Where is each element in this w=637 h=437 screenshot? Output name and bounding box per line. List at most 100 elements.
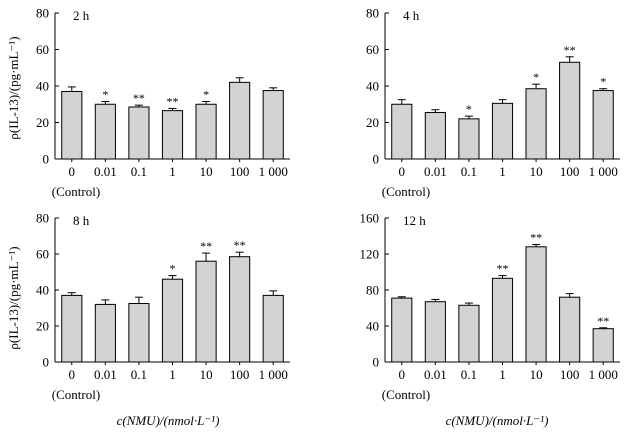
bar: [491, 102, 514, 160]
y-tick-label: 0: [43, 355, 50, 370]
bar: [229, 256, 251, 363]
x-tick-label: 0.01: [424, 164, 447, 179]
x-tick-label: 1 000: [259, 164, 288, 179]
significance-label: **: [597, 314, 609, 328]
bar: [262, 90, 284, 160]
bar: [592, 328, 614, 363]
x-tick-label: 10: [530, 164, 543, 179]
panel-title: 2 h: [73, 8, 90, 23]
x-tick-label: 10: [200, 164, 213, 179]
significance-label: *: [203, 88, 209, 102]
significance-label: **: [564, 43, 576, 57]
y-tick-label: 60: [36, 42, 49, 57]
significance-label: *: [466, 102, 472, 116]
bar: [128, 303, 150, 363]
x-axis-label-left: c(NMU)/(nmol·L⁻¹): [117, 413, 220, 428]
y-tick-label: 40: [36, 79, 49, 94]
bar: [525, 88, 547, 160]
x-tick-label: 1 000: [259, 367, 288, 382]
bar: [128, 106, 150, 160]
bar: [229, 81, 251, 160]
control-label: (Control): [382, 387, 430, 402]
y-tick-label: 0: [373, 355, 380, 370]
x-tick-label: 0.01: [424, 367, 447, 382]
y-tick-label: 160: [360, 211, 380, 226]
y-tick-label: 40: [36, 283, 49, 298]
x-tick-label: 1: [499, 367, 506, 382]
y-tick-label: 0: [43, 152, 50, 167]
x-tick-label: 1: [169, 164, 176, 179]
x-tick-label: 100: [560, 367, 580, 382]
bar: [161, 110, 184, 160]
y-tick-label: 40: [366, 79, 379, 94]
x-tick-label: 1: [169, 367, 176, 382]
chart-panel: 0 20 40 60 80 2 h 0 * 0.01 ** 0.1 ** 1 * 10 100 1 000 (Co…: [36, 6, 290, 199]
y-axis-label-bottom: ρ(IL-13)/(pg·mL⁻¹): [6, 246, 21, 349]
significance-label: *: [102, 88, 108, 102]
x-tick-label: 1 000: [589, 164, 618, 179]
x-tick-label: 0: [399, 367, 406, 382]
x-tick-label: 10: [200, 367, 213, 382]
significance-label: *: [170, 262, 176, 276]
bar: [592, 90, 614, 160]
x-tick-label: 100: [560, 164, 580, 179]
bar: [195, 103, 217, 160]
control-label: (Control): [52, 387, 100, 402]
x-tick-label: 100: [230, 164, 250, 179]
bar: [559, 61, 581, 160]
y-tick-label: 80: [36, 211, 49, 226]
panel-title: 12 h: [403, 213, 426, 228]
x-tick-label: 0.01: [94, 367, 117, 382]
bar: [262, 294, 284, 363]
x-tick-label: 0: [69, 367, 76, 382]
bar: [61, 90, 83, 160]
x-tick-label: 0: [69, 164, 76, 179]
x-tick-label: 1 000: [589, 367, 618, 382]
x-tick-label: 100: [230, 367, 250, 382]
panel-title: 4 h: [403, 8, 420, 23]
y-tick-label: 60: [36, 247, 49, 262]
bar: [391, 103, 413, 160]
x-tick-label: 0: [399, 164, 406, 179]
y-tick-label: 40: [366, 319, 379, 334]
panel-title: 8 h: [73, 213, 90, 228]
y-tick-label: 80: [36, 6, 49, 21]
significance-label: **: [133, 91, 145, 105]
x-tick-label: 0.1: [131, 164, 147, 179]
bar: [391, 297, 413, 363]
significance-label: **: [167, 94, 179, 108]
control-label: (Control): [52, 184, 100, 199]
bar: [195, 260, 217, 363]
bar: [491, 277, 514, 363]
significance-label: **: [200, 239, 212, 253]
y-tick-label: 20: [36, 115, 49, 130]
significance-label: **: [530, 231, 542, 245]
significance-label: **: [497, 262, 509, 276]
x-tick-label: 0.1: [461, 367, 477, 382]
bar: [161, 278, 184, 363]
y-tick-label: 20: [366, 115, 379, 130]
y-axis-label-top: ρ(IL-13)/(pg·mL⁻¹): [6, 36, 21, 139]
x-tick-label: 0.01: [94, 164, 117, 179]
significance-label: **: [234, 238, 246, 252]
x-axis-label-right: c(NMU)/(nmol·L⁻¹): [446, 413, 549, 428]
bar: [458, 304, 480, 363]
y-tick-label: 0: [373, 152, 380, 167]
y-tick-label: 20: [36, 319, 49, 334]
bar: [559, 296, 581, 363]
x-tick-label: 10: [530, 367, 543, 382]
bar: [61, 294, 83, 363]
control-label: (Control): [382, 184, 430, 199]
bar: [424, 111, 446, 160]
bar: [424, 301, 446, 363]
significance-label: *: [533, 70, 539, 84]
bar: [94, 303, 116, 363]
significance-label: *: [600, 75, 606, 89]
bar: [458, 118, 480, 160]
chart-panel: 0 20 40 60 80 4 h 0 0.01 * 0.1 1 * 10 ** 100 * 1 000 (Con…: [366, 6, 620, 199]
bar: [525, 246, 547, 363]
bar: [94, 103, 116, 160]
x-tick-label: 0.1: [461, 164, 477, 179]
